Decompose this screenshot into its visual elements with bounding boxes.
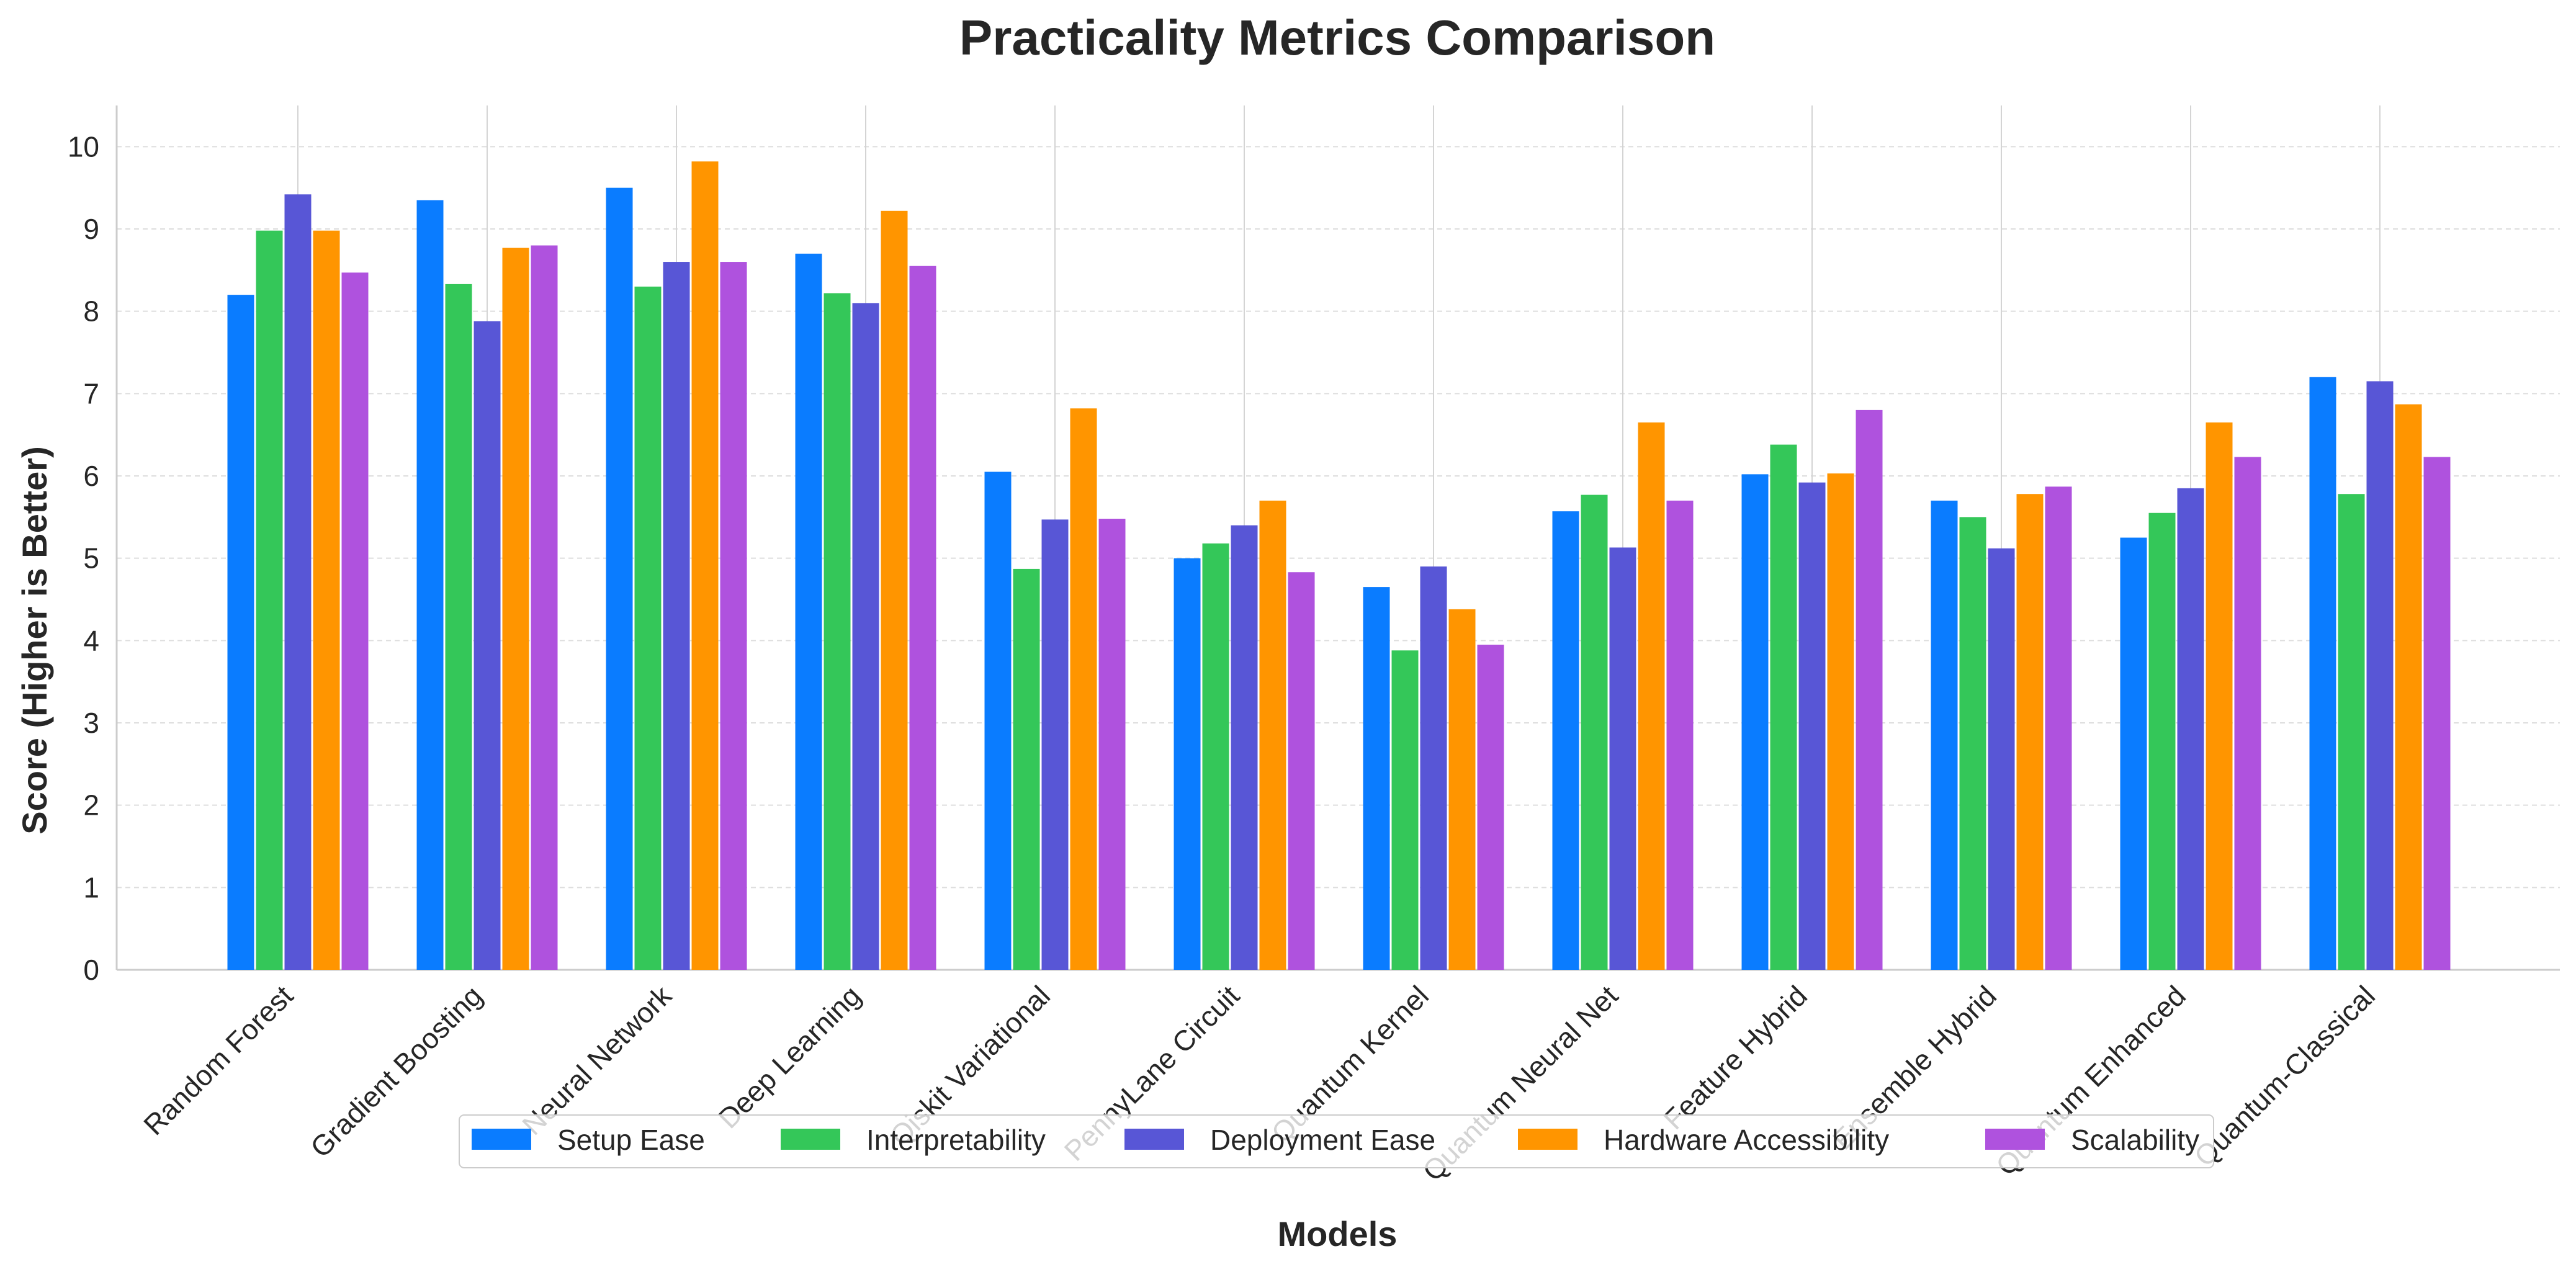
legend-box (459, 1114, 2214, 1168)
bar (473, 321, 501, 970)
bar (2016, 494, 2044, 970)
bar (1363, 587, 1390, 970)
bar (1391, 650, 1419, 970)
bars (227, 161, 2451, 970)
y-tick-labels: 0 1 2 3 4 5 6 7 8 9 10 (68, 130, 99, 986)
y-tick-label: 6 (83, 460, 99, 492)
bar (2148, 513, 2176, 970)
bar (1259, 500, 1286, 970)
legend-swatch (1124, 1129, 1184, 1150)
bar (502, 248, 529, 970)
bar (445, 284, 472, 970)
bar (1202, 543, 1229, 970)
bar (1609, 547, 1636, 970)
legend-swatch (1985, 1129, 2045, 1150)
bar (1741, 474, 1769, 970)
bar (634, 286, 662, 970)
legend: Setup Ease Interpretability Deployment Eas… (459, 1114, 2214, 1168)
legend-label: Interpretability (866, 1124, 1046, 1156)
bar (2045, 486, 2072, 970)
bar (1638, 422, 1665, 970)
bar (227, 295, 254, 970)
bar (2177, 488, 2204, 970)
bar (2395, 404, 2422, 970)
bar (531, 245, 558, 970)
legend-swatch (781, 1129, 840, 1150)
bar (1477, 644, 1504, 970)
y-tick-label: 10 (68, 130, 99, 163)
legend-swatch (472, 1129, 531, 1150)
bar (691, 161, 719, 970)
legend-label: Hardware Accessibility (1604, 1124, 1889, 1156)
y-axis-label: Score (Higher is Better) (15, 446, 54, 835)
bar (1098, 518, 1126, 970)
bar (824, 293, 851, 970)
y-tick-label: 7 (83, 377, 99, 410)
bar (2423, 457, 2451, 970)
bar (1552, 511, 1579, 970)
bar (1827, 473, 1854, 970)
bar (1770, 444, 1797, 970)
bar (1581, 495, 1608, 970)
chart-title: Practicality Metrics Comparison (959, 10, 1715, 65)
bar (1231, 525, 1258, 970)
bar (2366, 381, 2394, 970)
bar (2120, 537, 2147, 970)
bar (284, 194, 312, 970)
y-tick-label: 1 (83, 871, 99, 903)
y-tick-label: 9 (83, 213, 99, 245)
y-tick-label: 2 (83, 789, 99, 822)
bar (1288, 572, 1315, 970)
bar (720, 262, 747, 970)
bar (416, 200, 444, 970)
bar (909, 266, 936, 970)
bar (852, 303, 879, 970)
legend-label: Scalability (2071, 1124, 2199, 1156)
y-tick-label: 8 (83, 295, 99, 328)
bar (1666, 500, 1694, 970)
y-tick-label: 4 (83, 624, 99, 656)
bar (2234, 457, 2261, 970)
bar (795, 253, 822, 970)
legend-label: Deployment Ease (1210, 1124, 1435, 1156)
legend-label: Setup Ease (557, 1124, 705, 1156)
bar (1041, 519, 1069, 970)
bar (313, 230, 340, 970)
bar (984, 472, 1012, 970)
bar (2206, 422, 2233, 970)
bar (256, 230, 283, 970)
bar (1420, 566, 1447, 970)
bar (1798, 482, 1826, 970)
y-tick-label: 3 (83, 707, 99, 739)
bar (1931, 500, 1958, 970)
bar (1856, 410, 1883, 970)
bar (1013, 568, 1040, 970)
y-tick-label: 0 (83, 954, 99, 986)
x-axis-label: Models (1278, 1214, 1398, 1253)
legend-swatch (1518, 1129, 1577, 1150)
bar (1070, 408, 1097, 970)
bar (1448, 609, 1476, 970)
bar (881, 210, 908, 970)
bar (1988, 548, 2015, 970)
bar (2338, 494, 2365, 970)
bar (1959, 517, 1986, 970)
bar (1174, 558, 1201, 970)
y-tick-label: 5 (83, 542, 99, 575)
bar (606, 187, 633, 970)
bar (2309, 377, 2336, 970)
bar (341, 272, 369, 970)
bar (663, 262, 690, 970)
